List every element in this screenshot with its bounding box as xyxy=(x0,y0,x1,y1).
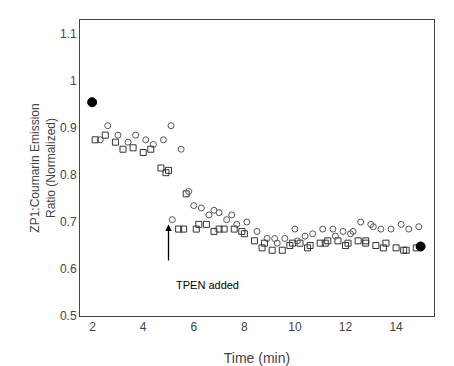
svg-text:8: 8 xyxy=(241,320,248,334)
svg-text:0.5: 0.5 xyxy=(60,309,77,323)
svg-text:2: 2 xyxy=(89,320,96,334)
svg-text:14: 14 xyxy=(389,320,403,334)
svg-text:1: 1 xyxy=(70,74,77,88)
svg-text:12: 12 xyxy=(339,320,353,334)
svg-text:0.6: 0.6 xyxy=(60,262,77,276)
svg-text:0.7: 0.7 xyxy=(60,215,77,229)
svg-text:TPEN added: TPEN added xyxy=(176,279,239,291)
svg-text:4: 4 xyxy=(140,320,147,334)
svg-text:1.1: 1.1 xyxy=(60,27,77,41)
svg-text:0.9: 0.9 xyxy=(60,121,77,135)
svg-text:0.8: 0.8 xyxy=(60,168,77,182)
svg-text:Time (min): Time (min) xyxy=(224,350,290,366)
svg-text:10: 10 xyxy=(288,320,302,334)
svg-text:6: 6 xyxy=(190,320,197,334)
svg-text:ZP1:Coumarin EmissionRatio (No: ZP1:Coumarin EmissionRatio (Normalized) xyxy=(28,103,58,232)
